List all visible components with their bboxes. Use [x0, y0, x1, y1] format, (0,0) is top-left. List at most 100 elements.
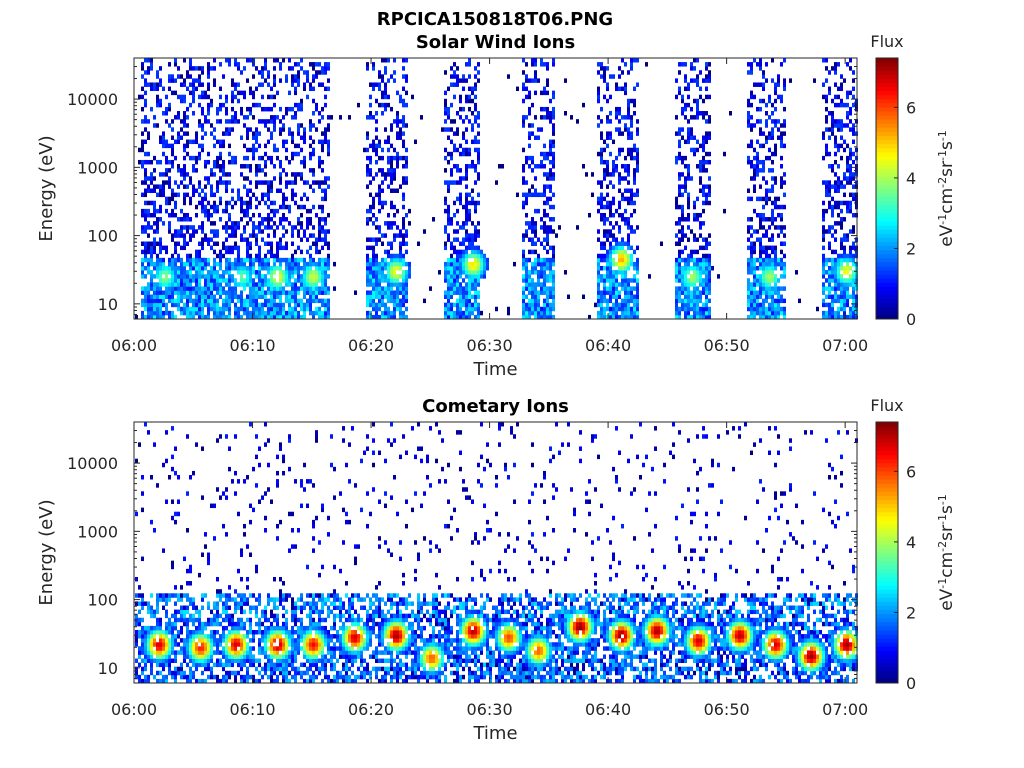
- heatmap-cell: [390, 290, 393, 295]
- heatmap-cell: [774, 200, 777, 206]
- heatmap-cell: [309, 253, 312, 259]
- heatmap-cell: [162, 245, 165, 251]
- heatmap-cell: [747, 119, 750, 124]
- heatmap-cell: [369, 314, 372, 320]
- heatmap-cell: [225, 270, 228, 275]
- heatmap-cell: [702, 221, 705, 226]
- heatmap-cell: [201, 106, 204, 112]
- heatmap-cell: [681, 111, 684, 116]
- heatmap-cell: [282, 127, 285, 132]
- heatmap-cell: [318, 233, 321, 238]
- heatmap-cell: [516, 192, 519, 198]
- heatmap-cell: [288, 127, 291, 132]
- heatmap-cell: [447, 265, 450, 271]
- heatmap-cell: [600, 294, 603, 300]
- heatmap-cell: [615, 261, 618, 267]
- heatmap-cell: [537, 310, 540, 316]
- heatmap-cell: [195, 286, 198, 291]
- heatmap-cell: [258, 282, 261, 287]
- heatmap-cell: [447, 159, 450, 165]
- heatmap-cell: [633, 86, 636, 92]
- heatmap-cell: [198, 192, 201, 198]
- heatmap-cell: [273, 314, 276, 320]
- heatmap-cell: [198, 274, 201, 279]
- heatmap-cell: [255, 290, 258, 295]
- heatmap-cell: [453, 119, 456, 124]
- heatmap-cell: [249, 217, 252, 222]
- heatmap-cell: [318, 261, 321, 267]
- heatmap-cell: [852, 253, 855, 259]
- heatmap-cell: [450, 310, 453, 316]
- heatmap-cell: [240, 208, 243, 214]
- heatmap-cell: [192, 78, 195, 83]
- heatmap-cell: [684, 294, 687, 300]
- heatmap-cell: [393, 172, 396, 177]
- heatmap-cell: [699, 306, 702, 312]
- heatmap-cell: [201, 241, 204, 246]
- heatmap-cell: [153, 241, 156, 246]
- heatmap-cell: [834, 70, 837, 75]
- heatmap-cell: [828, 278, 831, 283]
- heatmap-cell: [201, 70, 204, 75]
- heatmap-cell: [459, 314, 462, 320]
- heatmap-cell: [399, 257, 402, 263]
- heatmap-cell: [282, 217, 285, 222]
- heatmap-cell: [147, 225, 150, 230]
- heatmap-cell: [621, 147, 624, 153]
- heatmap-cell: [147, 261, 150, 267]
- heatmap-cell: [246, 249, 249, 255]
- heatmap-cell: [222, 143, 225, 149]
- heatmap-cell: [747, 265, 750, 271]
- heatmap-cell: [468, 106, 471, 112]
- heatmap-cell: [474, 306, 477, 312]
- heatmap-cell: [540, 265, 543, 271]
- heatmap-cell: [444, 278, 447, 283]
- heatmap-cell: [159, 290, 162, 295]
- heatmap-cell: [207, 102, 210, 108]
- heatmap-cell: [300, 159, 303, 165]
- heatmap-cell: [267, 119, 270, 124]
- heatmap-cell: [534, 261, 537, 267]
- heatmap-cell: [225, 257, 228, 263]
- heatmap-cell: [252, 278, 255, 283]
- heatmap-cell: [282, 196, 285, 202]
- heatmap-cell: [318, 221, 321, 226]
- heatmap-cell: [618, 74, 621, 79]
- heatmap-cell: [849, 294, 852, 300]
- heatmap-cell: [477, 221, 480, 226]
- heatmap-cell: [549, 314, 552, 320]
- heatmap-cell: [756, 196, 759, 202]
- heatmap-cell: [630, 115, 633, 120]
- heatmap-cell: [456, 229, 459, 234]
- heatmap-cell: [636, 245, 639, 251]
- heatmap-cell: [531, 270, 534, 275]
- heatmap-cell: [447, 151, 450, 157]
- heatmap-cell: [252, 302, 255, 308]
- heatmap-cell: [687, 164, 690, 169]
- heatmap-cell: [375, 290, 378, 295]
- heatmap-cell: [705, 78, 708, 83]
- heatmap-cell: [597, 123, 600, 128]
- heatmap-cell: [750, 139, 753, 145]
- heatmap-cell: [762, 270, 765, 275]
- colorbar-label-part: -2: [936, 177, 949, 188]
- heatmap-cell: [684, 176, 687, 181]
- heatmap-cell: [543, 298, 546, 304]
- heatmap-cell: [465, 78, 468, 83]
- heatmap-cell: [159, 78, 162, 83]
- heatmap-cell: [606, 192, 609, 198]
- heatmap-cell: [183, 278, 186, 283]
- heatmap-cell: [759, 196, 762, 202]
- heatmap-cell: [234, 119, 237, 124]
- heatmap-cell: [477, 147, 480, 153]
- heatmap-cell: [240, 302, 243, 308]
- heatmap-cell: [327, 62, 330, 67]
- heatmap-cell: [252, 298, 255, 304]
- heatmap-cell: [540, 241, 543, 246]
- heatmap-cell: [681, 217, 684, 222]
- heatmap-cell: [684, 102, 687, 108]
- heatmap-cell: [825, 192, 828, 198]
- heatmap-cell: [546, 265, 549, 271]
- heatmap-cell: [825, 270, 828, 275]
- heatmap-cell: [297, 151, 300, 157]
